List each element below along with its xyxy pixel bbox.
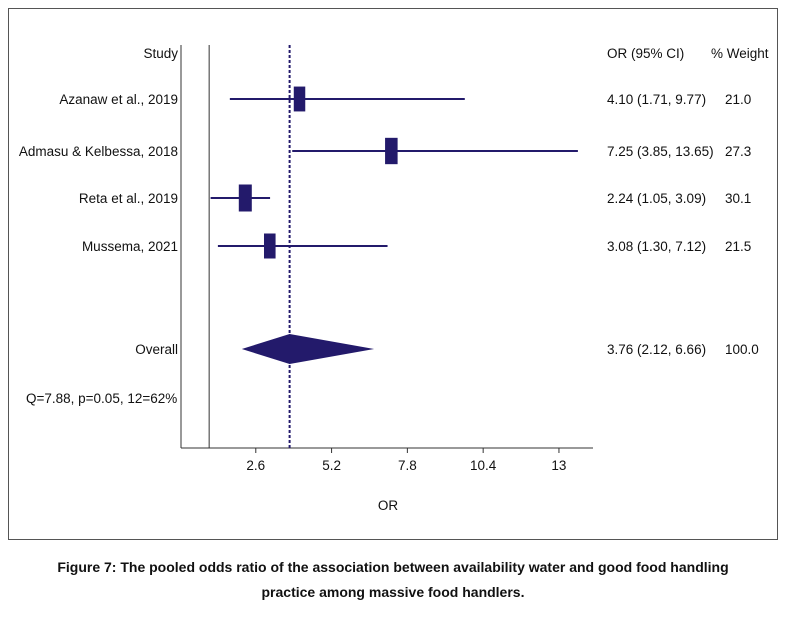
study-label: Azanaw et al., 2019 bbox=[59, 92, 178, 107]
forest-plot: 2.6 5.2 7.8 10.4 13 Azanaw et al., 2019 4.10 … bbox=[19, 45, 769, 513]
x-tick-label: 10.4 bbox=[470, 458, 497, 473]
x-tick-label: 7.8 bbox=[398, 458, 417, 473]
header-study: Study bbox=[143, 46, 178, 61]
weight-value: 30.1 bbox=[725, 191, 751, 206]
header-weight: % Weight bbox=[711, 46, 769, 61]
x-tick-label: 5.2 bbox=[322, 458, 341, 473]
figure-caption: Figure 7: The pooled odds ratio of the a… bbox=[0, 555, 786, 605]
or-ci-value: 2.24 (1.05, 3.09) bbox=[607, 191, 706, 206]
study-label: Mussema, 2021 bbox=[82, 239, 178, 254]
study-label: Admasu & Kelbessa, 2018 bbox=[19, 144, 178, 159]
study-rows: Azanaw et al., 2019 4.10 (1.71, 9.77) 21.0… bbox=[19, 86, 759, 364]
or-ci-value: 3.08 (1.30, 7.12) bbox=[607, 239, 706, 254]
effect-marker bbox=[263, 233, 276, 259]
weight-value: 27.3 bbox=[725, 144, 751, 159]
effect-marker bbox=[293, 86, 306, 112]
x-tick-label: 13 bbox=[551, 458, 566, 473]
overall-weight-value: 100.0 bbox=[725, 342, 759, 357]
overall-or-ci-value: 3.76 (2.12, 6.66) bbox=[607, 342, 706, 357]
or-ci-value: 4.10 (1.71, 9.77) bbox=[607, 92, 706, 107]
plot-axes: 2.6 5.2 7.8 10.4 13 bbox=[180, 45, 593, 473]
study-label: Reta et al., 2019 bbox=[79, 191, 178, 206]
x-tick-label: 2.6 bbox=[246, 458, 265, 473]
figure-frame bbox=[8, 8, 778, 540]
overall-diamond bbox=[241, 334, 375, 364]
caption-line-2: practice among massive food handlers. bbox=[261, 584, 525, 600]
x-axis-label: OR bbox=[378, 498, 399, 513]
heterogeneity-stats: Q=7.88, p=0.05, 12=62% bbox=[26, 391, 177, 406]
header-or-ci: OR (95% CI) bbox=[607, 46, 684, 61]
effect-marker bbox=[238, 184, 252, 212]
effect-marker bbox=[385, 137, 398, 165]
or-ci-value: 7.25 (3.85, 13.65) bbox=[607, 144, 714, 159]
weight-value: 21.5 bbox=[725, 239, 751, 254]
caption-line-1: Figure 7: The pooled odds ratio of the a… bbox=[57, 559, 729, 575]
overall-label: Overall bbox=[135, 342, 178, 357]
weight-value: 21.0 bbox=[725, 92, 751, 107]
